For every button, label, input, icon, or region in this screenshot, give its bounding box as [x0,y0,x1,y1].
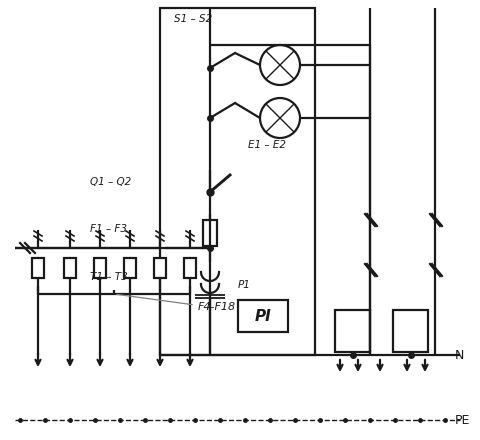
Bar [154,258,166,278]
Text: F4-F18: F4-F18 [198,302,236,312]
Text: Q1 – Q2: Q1 – Q2 [90,177,131,187]
Bar [32,258,44,278]
Bar [184,258,196,278]
Bar [64,258,76,278]
Text: P1: P1 [238,280,251,290]
Bar [335,310,370,352]
Text: PI: PI [254,308,271,323]
Text: S1 – S2: S1 – S2 [174,14,212,24]
Text: PE: PE [455,414,470,426]
Text: E1 – E2: E1 – E2 [248,140,286,150]
Text: N: N [455,348,464,362]
Bar [238,300,288,332]
Bar [393,310,428,352]
Bar [203,220,217,246]
Text: F1 – F3: F1 – F3 [90,224,127,234]
Text: T1 – T3: T1 – T3 [90,272,128,282]
Bar [124,258,136,278]
Bar [94,258,106,278]
Bar [160,8,315,355]
